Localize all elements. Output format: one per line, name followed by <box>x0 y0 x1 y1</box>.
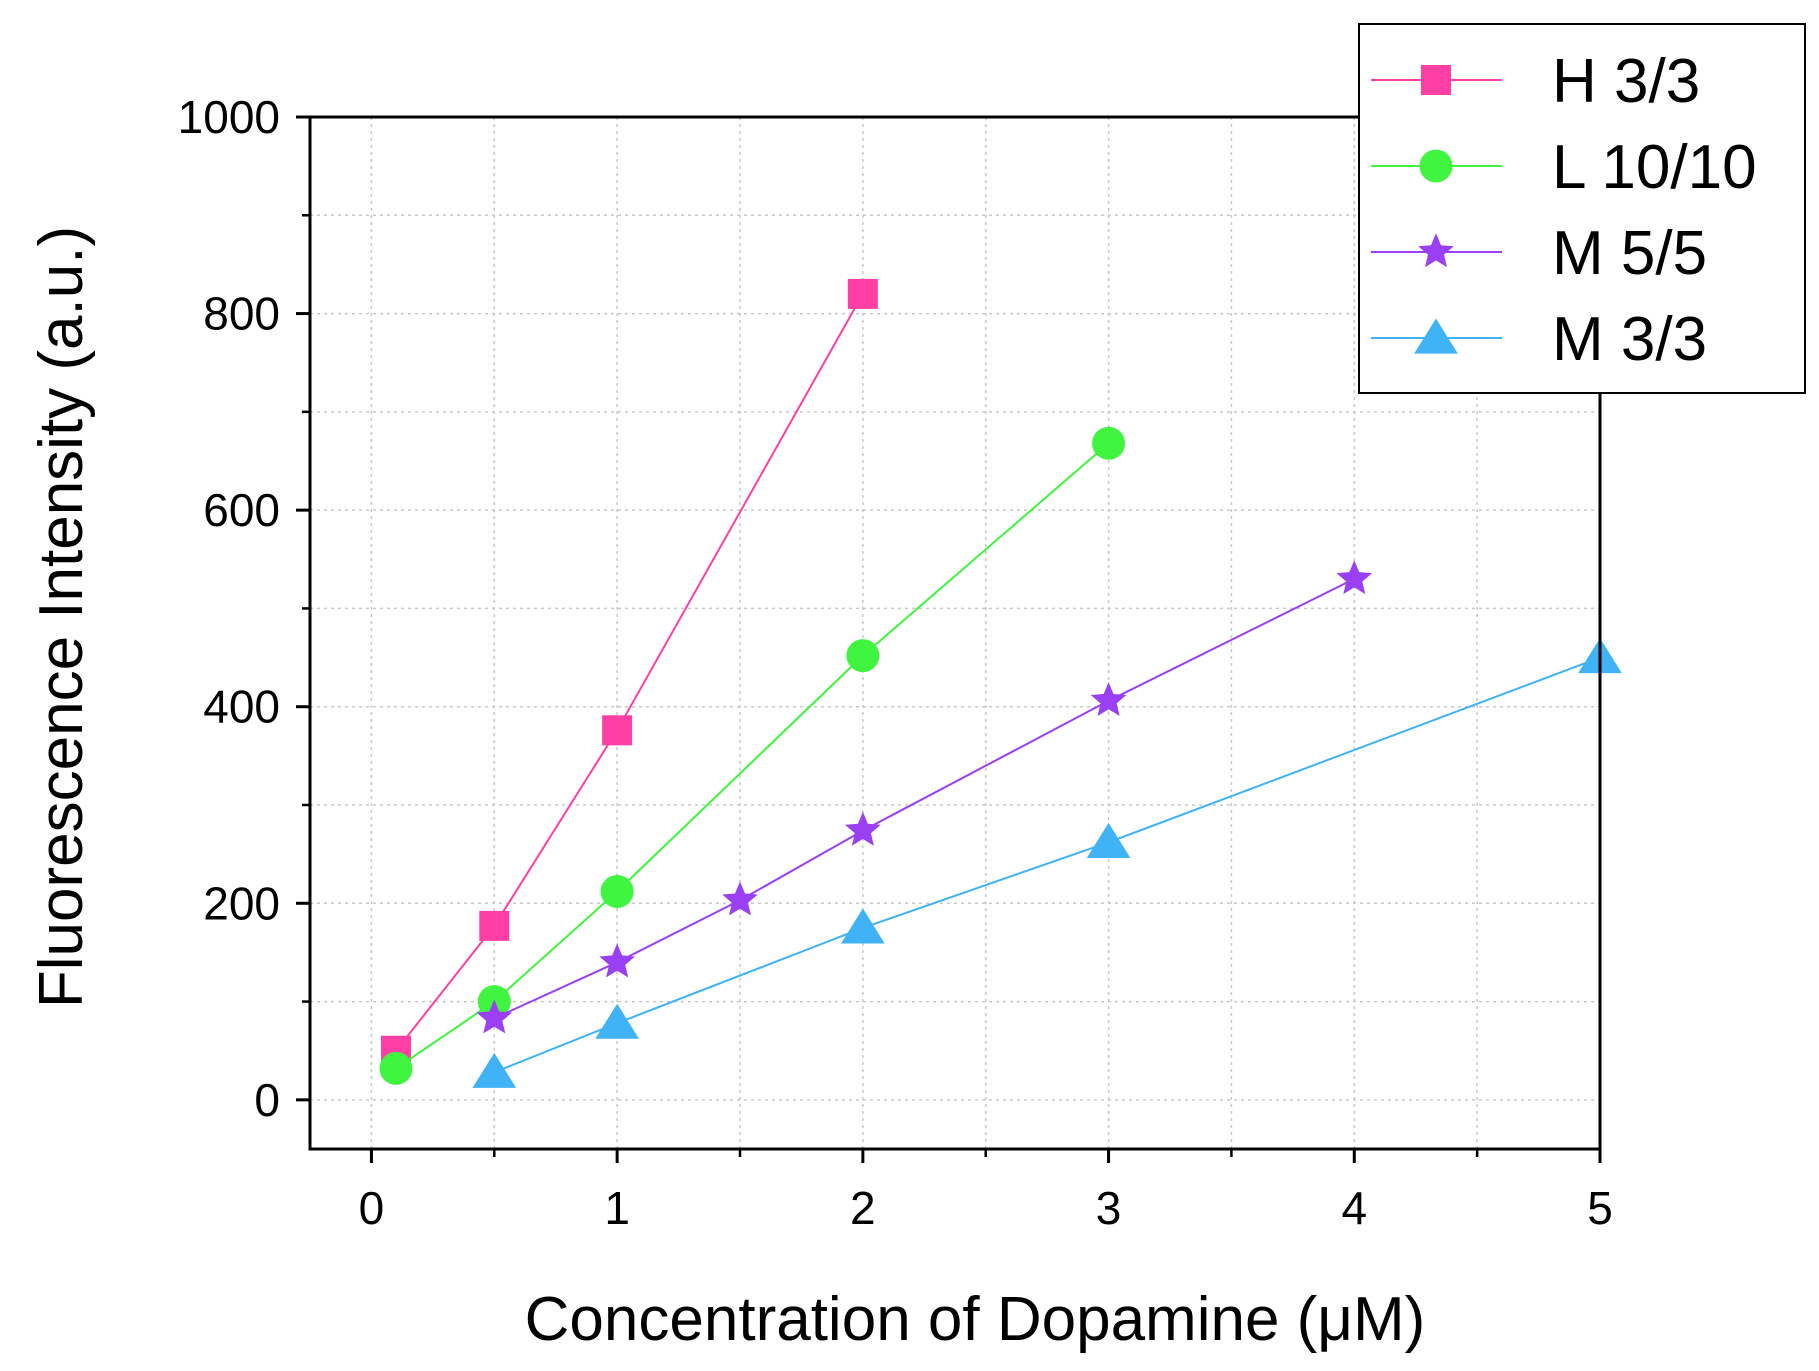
legend-label: L 10/10 <box>1552 133 1757 202</box>
series-line <box>493 578 1355 1020</box>
legend-item: H 3/3 <box>1371 47 1700 116</box>
series-line <box>493 656 1601 1074</box>
data-point <box>722 881 758 916</box>
x-tick-label: 4 <box>1341 1182 1367 1234</box>
data-point <box>379 1051 413 1085</box>
x-tick-label: 3 <box>1096 1182 1122 1234</box>
data-point <box>602 715 633 746</box>
x-tick-label: 0 <box>359 1182 385 1234</box>
data-point <box>599 943 635 978</box>
legend-label: M 5/5 <box>1552 219 1707 288</box>
data-point <box>595 1003 639 1039</box>
legend-swatch-marker <box>1418 233 1454 268</box>
legend-swatch-marker <box>1419 149 1453 183</box>
y-tick-label: 400 <box>203 681 280 733</box>
legend-item: M 3/3 <box>1371 305 1707 374</box>
legend-label: H 3/3 <box>1552 47 1700 116</box>
series-line <box>395 293 864 1052</box>
data-point <box>1336 560 1373 595</box>
data-point <box>846 639 880 673</box>
y-tick-label: 200 <box>203 877 280 929</box>
series-line <box>395 442 1110 1070</box>
y-tick-label: 800 <box>203 288 280 340</box>
data-point <box>476 999 513 1034</box>
legend-item: L 10/10 <box>1371 133 1757 202</box>
plot-area-frame <box>308 115 1602 1151</box>
data-point <box>1086 822 1131 858</box>
series-l-10-10 <box>379 426 1126 1085</box>
x-tick-label: 5 <box>1587 1182 1613 1234</box>
axis-ticks: 0 1 2 3 4 5 0 200 400 600 800 1000 <box>178 91 1613 1234</box>
series-m-5-5 <box>476 560 1373 1034</box>
series-layer <box>379 278 1622 1088</box>
legend-label: M 3/3 <box>1552 305 1707 374</box>
data-point <box>847 278 878 309</box>
y-tick-label: 600 <box>203 484 280 536</box>
legend: H 3/3 L 10/10 M 5/5 M 3/3 <box>1358 23 1806 394</box>
legend-item: M 5/5 <box>1371 219 1707 288</box>
legend-swatch-marker <box>1414 318 1458 354</box>
data-point <box>1092 426 1126 460</box>
x-tick-label: 2 <box>850 1182 876 1234</box>
data-point <box>1090 682 1127 716</box>
y-axis-title: Fluorescence Intensity (a.u.) <box>27 226 96 1008</box>
data-point <box>841 908 885 944</box>
series-m-3-3 <box>472 638 1622 1088</box>
data-point <box>479 910 510 941</box>
y-tick-label: 0 <box>254 1074 280 1126</box>
grid <box>310 117 1600 1149</box>
data-point <box>845 811 881 846</box>
legend-swatch-marker <box>1421 65 1451 95</box>
data-point <box>600 874 634 908</box>
data-point <box>472 1052 517 1088</box>
x-tick-label: 1 <box>604 1182 630 1234</box>
x-axis-title: Concentration of Dopamine (μM) <box>525 1285 1426 1354</box>
y-tick-label: 1000 <box>178 91 280 143</box>
series-h-3-3 <box>381 278 878 1066</box>
